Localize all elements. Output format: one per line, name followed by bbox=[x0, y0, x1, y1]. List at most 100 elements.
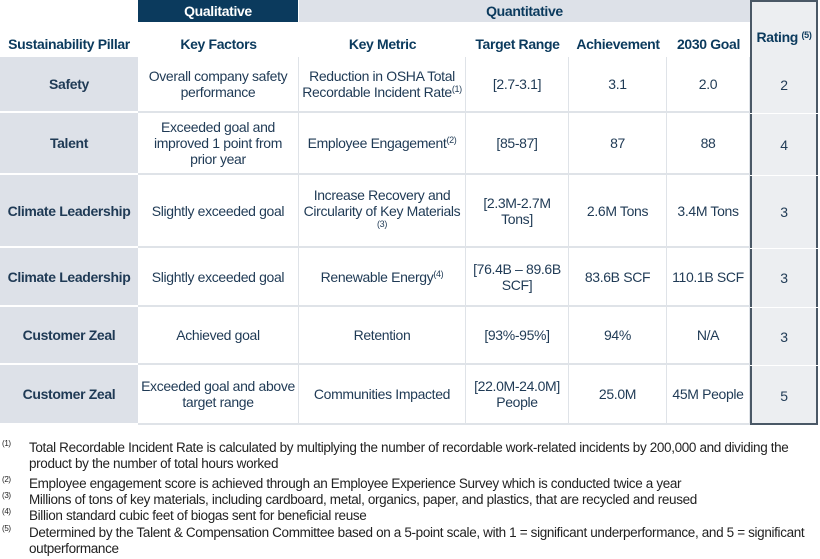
cell-target-range: [93%-95%] bbox=[466, 307, 569, 365]
achievement-text: 3.1 bbox=[608, 76, 627, 92]
header-key-factors: Key Factors bbox=[180, 36, 257, 52]
footnote: (1) Total Recordable Incident Rate is cal… bbox=[0, 439, 820, 471]
footnote-ref: (4) bbox=[433, 268, 444, 279]
cell-achievement: 94% bbox=[569, 307, 667, 365]
target-range-text: [22.0M-24.0M] People bbox=[474, 378, 560, 410]
footnote-ref: (3) bbox=[377, 218, 387, 229]
cell-key-metric: Communities Impacted bbox=[299, 365, 466, 425]
pillar-text: Climate Leadership bbox=[7, 202, 131, 219]
rating-text: 4 bbox=[780, 136, 788, 153]
target-range-text: [2.3M-2.7M Tons] bbox=[483, 194, 551, 227]
target-range-text: [93%-95%] bbox=[484, 327, 550, 343]
cell-pillar: Safety bbox=[0, 57, 138, 113]
key-factors-text: Exceeded goal and above target range bbox=[141, 378, 295, 410]
pillar-text: Talent bbox=[49, 135, 89, 151]
goal-2030-text: 110.1B SCF bbox=[672, 268, 744, 285]
cell-key-metric: Reduction in OSHA Total Recordable Incid… bbox=[299, 57, 466, 113]
cell-achievement: 3.1 bbox=[569, 57, 667, 113]
footnote-number: (4) bbox=[2, 507, 11, 516]
pillar-text: Customer Zeal bbox=[22, 327, 116, 343]
cell-key-factors: Exceeded goal and above target range bbox=[138, 365, 299, 425]
cell-key-metric: Retention bbox=[299, 307, 466, 365]
pillar-text: Climate Leadership bbox=[7, 268, 131, 285]
metric-wrap: Reduction in OSHA Total Recordable Incid… bbox=[302, 68, 462, 100]
metric-wrap: Employee Engagement(2) bbox=[308, 135, 457, 151]
footnote-text: Millions of tons of key materials, inclu… bbox=[29, 492, 697, 507]
cell-achievement: 87 bbox=[569, 113, 667, 175]
footnote: (3) Millions of tons of key materials, in… bbox=[0, 491, 820, 508]
goal-2030-text: 45M People bbox=[672, 386, 744, 402]
cell-pillar: Climate Leadership bbox=[0, 248, 138, 307]
header-achievement: Achievement bbox=[576, 36, 660, 52]
cell-achievement: 2.6M Tons bbox=[569, 175, 667, 248]
cell-achievement: 83.6B SCF bbox=[569, 248, 667, 307]
header-rating-label: Rating bbox=[756, 29, 799, 45]
rating-text: 3 bbox=[780, 270, 788, 286]
key-factors-text: Slightly exceeded goal bbox=[151, 202, 285, 219]
cell-goal-2030: 110.1B SCF bbox=[667, 248, 750, 307]
header-rating-note: (5) bbox=[801, 30, 812, 40]
cell-pillar: Customer Zeal bbox=[0, 365, 138, 425]
band-quantitative: Quantitative bbox=[299, 0, 750, 22]
goal-2030-text: N/A bbox=[696, 327, 720, 343]
cell-target-range: [2.3M-2.7M Tons] bbox=[466, 175, 569, 248]
key-factors-text: Overall company safety performance bbox=[148, 68, 288, 100]
cell-pillar: Talent bbox=[0, 113, 138, 175]
pillar-text: Safety bbox=[49, 76, 89, 92]
header-target-range: Target Range bbox=[475, 36, 560, 52]
key-metric-text: Retention bbox=[353, 327, 411, 343]
cell-achievement: 25.0M bbox=[569, 365, 667, 425]
header-rating: Rating (5) bbox=[750, 0, 818, 57]
footnote-number: (3) bbox=[2, 491, 11, 500]
footnote-text: Determined by the Talent & Compensation … bbox=[29, 525, 805, 556]
key-metric-text: Employee Engagement bbox=[307, 135, 447, 151]
metric-wrap: Increase Recovery and Circularity of Key… bbox=[302, 187, 462, 235]
achievement-text: 25.0M bbox=[598, 386, 637, 402]
key-factors-text: Achieved goal bbox=[176, 327, 260, 343]
cell-rating: 3 bbox=[750, 248, 818, 307]
footnote-number: (2) bbox=[2, 475, 11, 484]
footnote: (2) Employee engagement score is achieved… bbox=[0, 475, 820, 492]
rating-text: 3 bbox=[780, 204, 788, 220]
achievement-text: 83.6B SCF bbox=[584, 268, 651, 285]
footnote-number: (5) bbox=[2, 524, 11, 533]
footnote-ref: (2) bbox=[446, 135, 457, 145]
footnote: (4) Billion standard cubic feet of biogas… bbox=[0, 507, 820, 524]
cell-goal-2030: 88 bbox=[667, 113, 750, 175]
metric-wrap: Renewable Energy(4) bbox=[321, 269, 444, 285]
cell-key-factors: Overall company safety performance bbox=[138, 57, 299, 113]
cell-rating: 2 bbox=[750, 57, 818, 113]
key-factors-text: Exceeded goal and improved 1 point from … bbox=[153, 119, 283, 167]
target-range-text: [2.7-3.1] bbox=[492, 76, 542, 92]
cell-key-factors: Slightly exceeded goal bbox=[138, 248, 299, 307]
cell-target-range: [2.7-3.1] bbox=[466, 57, 569, 113]
rating-text: 3 bbox=[780, 328, 788, 345]
band-qualitative: Qualitative bbox=[138, 0, 298, 22]
cell-key-metric: Employee Engagement(2) bbox=[299, 113, 466, 175]
goal-2030-text: 3.4M Tons bbox=[677, 202, 739, 219]
footnote-text: Employee engagement score is achieved th… bbox=[29, 476, 682, 491]
pillar-text: Customer Zeal bbox=[22, 386, 116, 402]
achievement-text: 94% bbox=[604, 327, 631, 343]
key-metric-text: Reduction in OSHA Total Recordable Incid… bbox=[302, 68, 455, 100]
footnote: (5) Determined by the Talent & Compensati… bbox=[0, 524, 820, 556]
cell-goal-2030: 3.4M Tons bbox=[667, 175, 750, 248]
cell-rating: 3 bbox=[750, 307, 818, 365]
achievement-text: 87 bbox=[610, 135, 625, 151]
footnote-text: Billion standard cubic feet of biogas se… bbox=[29, 508, 367, 523]
key-factors-text: Slightly exceeded goal bbox=[151, 268, 285, 285]
cell-key-factors: Exceeded goal and improved 1 point from … bbox=[138, 113, 299, 175]
key-metric-text: Renewable Energy bbox=[320, 268, 434, 285]
cell-goal-2030: N/A bbox=[667, 307, 750, 365]
target-range-text: [76.4B – 89.6B SCF] bbox=[473, 260, 561, 293]
header-pillar: Sustainability Pillar bbox=[8, 36, 130, 52]
cell-pillar: Climate Leadership bbox=[0, 175, 138, 248]
footnote-ref: (1) bbox=[451, 84, 462, 94]
cell-pillar: Customer Zeal bbox=[0, 307, 138, 365]
cell-key-factors: Achieved goal bbox=[138, 307, 299, 365]
cell-rating: 4 bbox=[750, 113, 818, 175]
cell-key-metric: Renewable Energy(4) bbox=[299, 248, 466, 307]
header-key-metric: Key Metric bbox=[348, 36, 417, 52]
cell-goal-2030: 45M People bbox=[667, 365, 750, 425]
goal-2030-text: 2.0 bbox=[698, 76, 718, 92]
